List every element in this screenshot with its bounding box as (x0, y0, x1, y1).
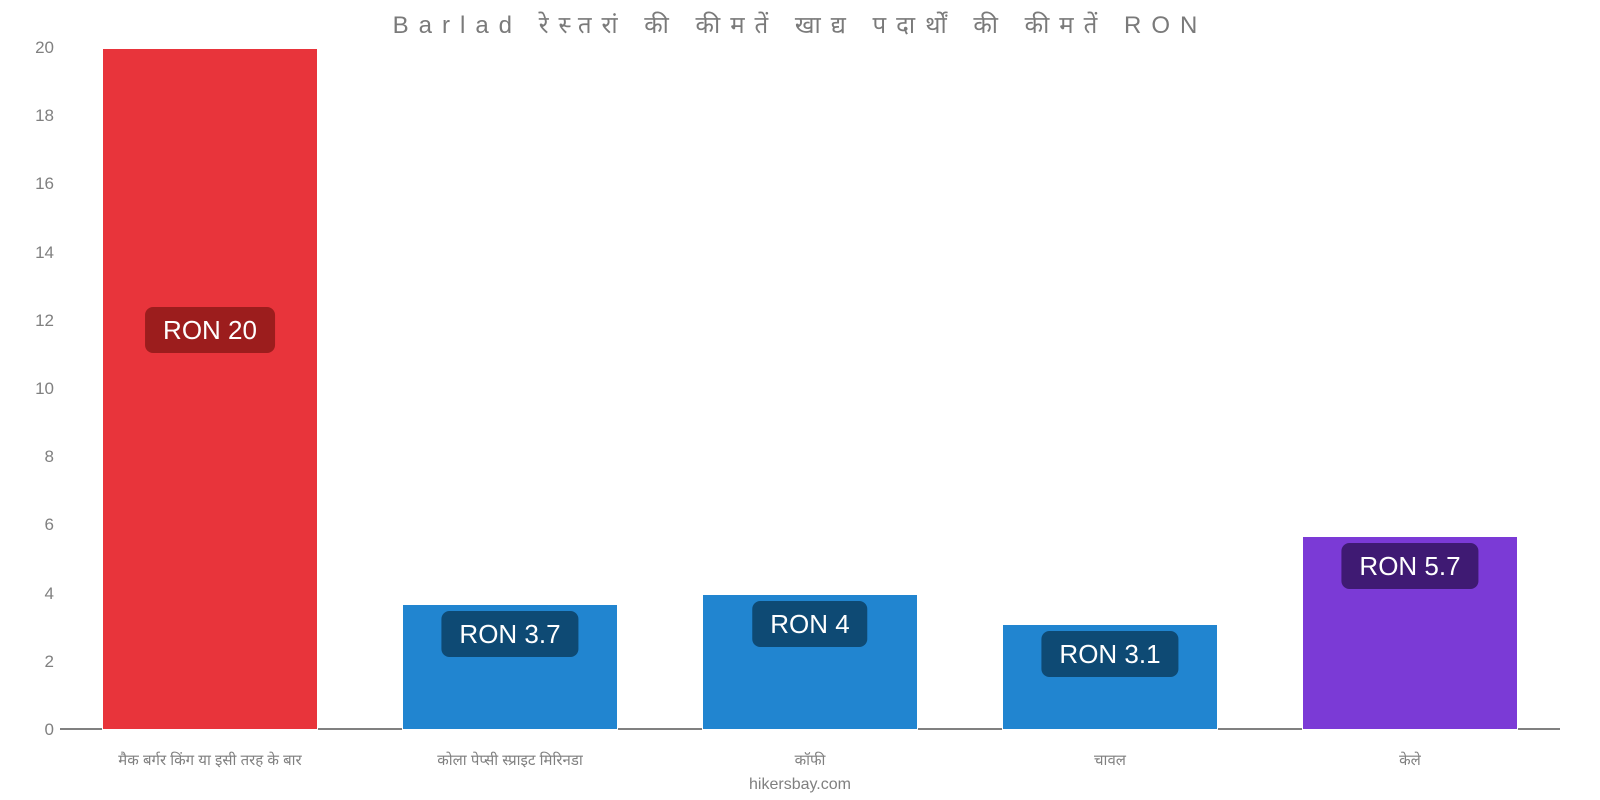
y-tick-label: 4 (18, 584, 54, 604)
bar-slot: RON 4 (660, 48, 960, 730)
bar-slot: RON 5.7 (1260, 48, 1560, 730)
plot-area: RON 20RON 3.7RON 4RON 3.1RON 5.7 0246810… (60, 48, 1560, 730)
value-badge: RON 20 (145, 307, 275, 353)
value-badge: RON 3.7 (441, 611, 578, 657)
y-tick-label: 18 (18, 106, 54, 126)
x-axis-label: चावल (960, 750, 1260, 770)
value-badge: RON 5.7 (1341, 543, 1478, 589)
y-tick-label: 16 (18, 174, 54, 194)
x-axis-labels: मैक बर्गर किंग या इसी तरह के बारकोला पेप… (60, 750, 1560, 770)
y-tick-label: 6 (18, 515, 54, 535)
x-axis-label: कोला पेप्सी स्प्राइट मिरिनडा (360, 750, 660, 770)
value-badge: RON 4 (752, 601, 867, 647)
x-axis-label: केले (1260, 750, 1560, 770)
watermark: hikersbay.com (0, 776, 1600, 794)
bars-container: RON 20 RON 3.7 RON 4 RON 3.1 RON 5.7 (60, 48, 1560, 730)
price-bar-chart: Barlad रेस्तरां की कीमतें खाद्य पदार्थों… (0, 0, 1600, 800)
y-tick-label: 12 (18, 311, 54, 331)
y-tick-label: 2 (18, 652, 54, 672)
y-tick-label: 10 (18, 379, 54, 399)
bar: RON 20 (102, 48, 318, 730)
bar: RON 3.7 (402, 604, 618, 730)
y-tick-label: 8 (18, 447, 54, 467)
bar: RON 3.1 (1002, 624, 1218, 730)
bar-slot: RON 3.1 (960, 48, 1260, 730)
bar-slot: RON 3.7 (360, 48, 660, 730)
y-tick-label: 20 (18, 38, 54, 58)
bar-slot: RON 20 (60, 48, 360, 730)
x-axis-label: कॉफी (660, 750, 960, 770)
chart-title: Barlad रेस्तरां की कीमतें खाद्य पदार्थों… (40, 0, 1560, 40)
bar: RON 5.7 (1302, 536, 1518, 730)
value-badge: RON 3.1 (1041, 631, 1178, 677)
x-axis-label: मैक बर्गर किंग या इसी तरह के बार (60, 750, 360, 770)
bar: RON 4 (702, 594, 918, 730)
y-tick-label: 14 (18, 243, 54, 263)
y-tick-label: 0 (18, 720, 54, 740)
